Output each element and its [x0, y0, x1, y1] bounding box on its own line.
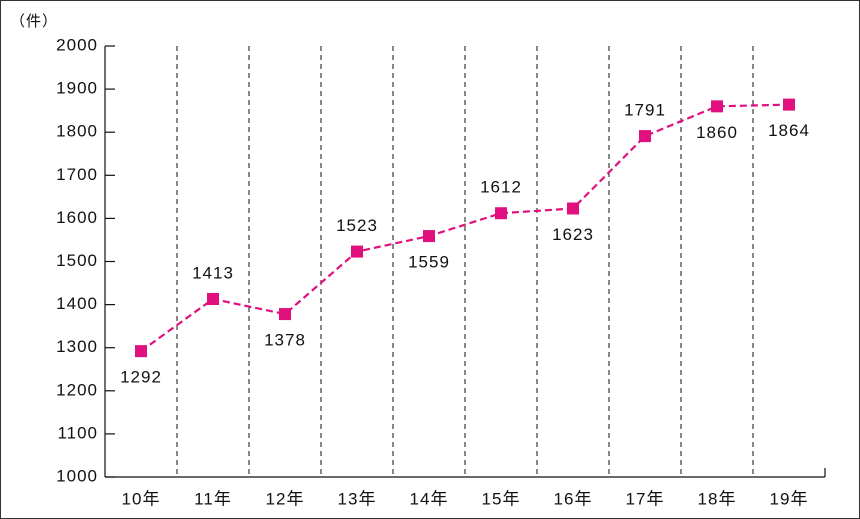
x-tick-label: 16年 — [554, 489, 593, 508]
x-tick-label: 12年 — [266, 489, 305, 508]
y-tick-label: 1300 — [56, 337, 98, 356]
data-label: 1791 — [624, 101, 666, 120]
data-label: 1523 — [336, 216, 378, 235]
marker — [639, 130, 651, 143]
y-tick-label: 1100 — [57, 423, 98, 442]
line — [140, 103, 790, 353]
marker — [279, 308, 291, 321]
x-tick-label: 10年 — [122, 489, 161, 508]
y-tick-label: 1800 — [56, 122, 98, 141]
marker — [711, 100, 723, 113]
data-label: 1623 — [552, 225, 594, 244]
marker — [783, 98, 795, 111]
data-label: 1378 — [264, 331, 306, 350]
data-label: 1860 — [696, 123, 738, 142]
data-label: 1292 — [120, 368, 162, 387]
x-tick-label: 11年 — [194, 489, 232, 508]
data-label: 1413 — [192, 263, 234, 282]
x-tick-label: 15年 — [482, 489, 521, 508]
x-tick-label: 19年 — [770, 489, 809, 508]
y-axis-label: （件） — [10, 13, 58, 30]
marker — [423, 230, 435, 243]
marker — [351, 245, 363, 258]
marker — [135, 345, 147, 358]
y-tick-label: 1500 — [56, 251, 98, 270]
data-label: 1864 — [768, 121, 810, 140]
y-tick-label: 1200 — [56, 380, 98, 399]
y-tick-label: 1700 — [56, 165, 98, 184]
x-tick-label: 14年 — [410, 489, 449, 508]
y-tick-label: 1000 — [56, 466, 98, 485]
data-label: 1559 — [408, 253, 450, 272]
data-label: 1612 — [480, 178, 522, 197]
y-tick-label: 1400 — [56, 294, 98, 313]
y-tick-label: 1900 — [56, 79, 98, 98]
marker — [567, 202, 579, 215]
marker — [495, 207, 507, 220]
y-tick-label: 1600 — [56, 208, 98, 227]
marker — [207, 292, 219, 305]
x-tick-label: 17年 — [626, 489, 665, 508]
y-tick-label: 2000 — [56, 35, 98, 54]
x-tick-label: 13年 — [338, 489, 377, 508]
x-tick-label: 18年 — [698, 489, 737, 508]
